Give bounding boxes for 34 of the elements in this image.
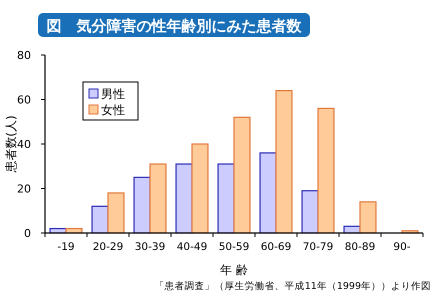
y-axis-title: 患者数(人) xyxy=(4,115,18,174)
bar xyxy=(149,163,167,234)
bar xyxy=(301,190,319,234)
bar xyxy=(175,163,193,234)
y-tick-label: 60 xyxy=(17,94,31,106)
y-tick-label: 0 xyxy=(24,227,31,240)
bar xyxy=(91,206,109,234)
bar xyxy=(133,176,151,234)
bar xyxy=(191,143,209,234)
bar xyxy=(275,90,293,234)
x-tick-label: 30-39 xyxy=(134,241,166,253)
y-tick-label: 80 xyxy=(17,49,31,62)
x-tick-label: 90- xyxy=(393,241,411,253)
x-tick-label: -19 xyxy=(57,241,75,253)
x-tick-label: 70-79 xyxy=(302,241,334,253)
x-tick-label: 20-29 xyxy=(92,241,124,253)
chart-title: 図 気分障害の性年齢別にみた患者数 xyxy=(46,17,302,35)
bar xyxy=(359,201,377,234)
x-tick-label: 60-69 xyxy=(260,241,292,253)
bar xyxy=(317,108,335,234)
x-tick-label: 80-89 xyxy=(344,241,376,253)
x-tick-label: 40-49 xyxy=(176,241,208,253)
x-axis-title: 年 齢 xyxy=(220,263,248,277)
bar xyxy=(217,163,235,234)
legend-label: 女性 xyxy=(101,103,125,117)
legend-label: 男性 xyxy=(101,87,125,101)
title: 図 気分障害の性年齢別にみた患者数 xyxy=(38,13,310,37)
y-tick-label: 20 xyxy=(17,182,31,196)
y-tick-label: 40 xyxy=(17,138,31,151)
text: 「患者調査」（厚生労働省、平成11年（1999年））より作図 xyxy=(154,280,431,292)
x-tick-label: 50-59 xyxy=(218,241,250,253)
bar xyxy=(233,116,251,234)
bar xyxy=(259,152,277,234)
bar xyxy=(107,192,125,234)
